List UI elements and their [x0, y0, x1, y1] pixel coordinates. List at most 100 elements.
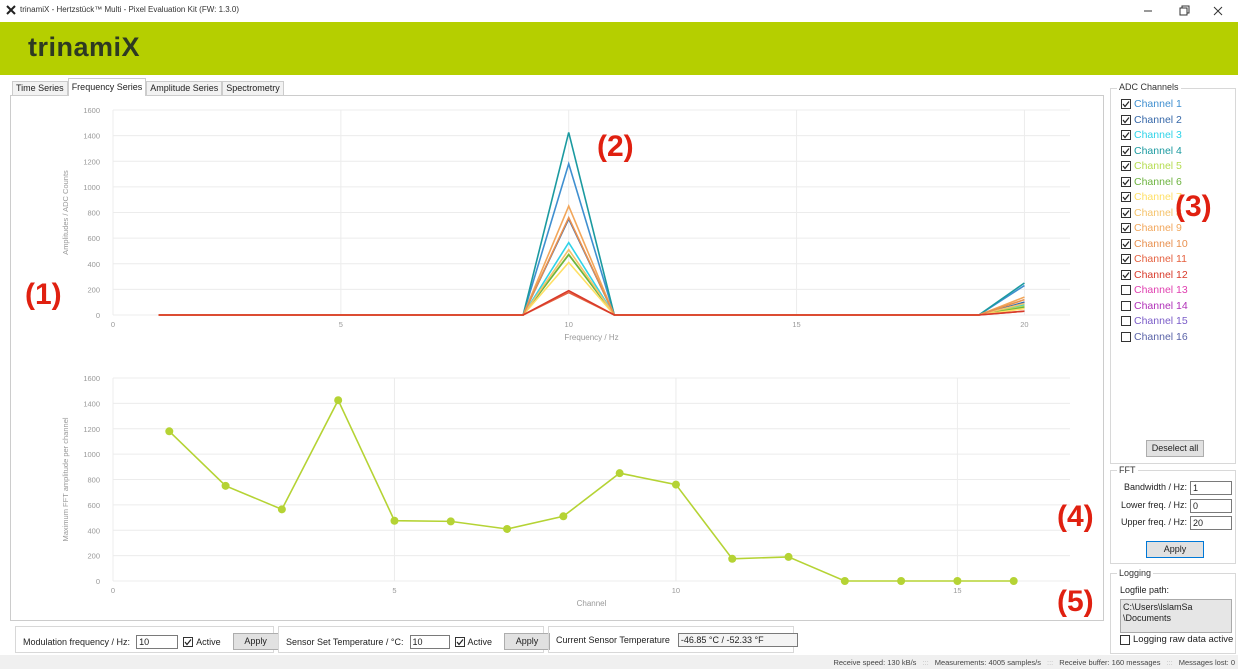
- channel-item[interactable]: Channel 5: [1121, 160, 1182, 172]
- logfile-path-box[interactable]: C:\Users\lslamSa \Documents: [1120, 599, 1232, 633]
- checkbox[interactable]: [183, 636, 194, 647]
- y-tick-label: 200: [87, 285, 100, 294]
- data-point: [390, 516, 399, 525]
- adc-channels-group: ADC Channels Channel 1 Channel 2 Channel 3…: [1110, 82, 1236, 464]
- channel-item[interactable]: Channel 8: [1121, 207, 1182, 219]
- checkbox[interactable]: [1121, 192, 1131, 202]
- window-controls[interactable]: [1140, 3, 1235, 19]
- tab[interactable]: Frequency Series: [67, 78, 147, 96]
- control-label: Modulation frequency / Hz:: [23, 636, 131, 647]
- checkbox[interactable]: [1121, 99, 1131, 109]
- apply-button[interactable]: Apply: [504, 633, 551, 650]
- y-tick-label: 1400: [83, 399, 100, 408]
- channel-item[interactable]: Channel 1: [1121, 98, 1182, 110]
- channel-label: Channel 11: [1134, 253, 1187, 265]
- deselect-all-button[interactable]: Deselect all: [1146, 440, 1204, 457]
- channel-label: Channel 7: [1134, 191, 1182, 203]
- checkbox[interactable]: [1121, 114, 1131, 125]
- channel-item[interactable]: Channel 9: [1121, 222, 1182, 234]
- data-point: [784, 552, 793, 561]
- channel-label: Channel 2: [1134, 113, 1182, 126]
- fft-group: FFT Bandwidth / Hz: 1 Lower freq. / Hz: 0 Up…: [1110, 465, 1236, 564]
- data-point: [728, 554, 737, 563]
- channel-item[interactable]: Channel 4: [1121, 145, 1182, 157]
- y-tick-label: 1600: [83, 374, 100, 383]
- checkbox[interactable]: [1121, 331, 1131, 342]
- y-tick-label: 1200: [83, 425, 100, 434]
- chart-panel: [10, 95, 1104, 621]
- checkmark: [1122, 101, 1130, 108]
- checkbox[interactable]: [1121, 161, 1131, 171]
- checkbox[interactable]: [1121, 223, 1131, 233]
- fft-apply-button[interactable]: Apply: [1146, 541, 1204, 558]
- checkbox-frame: [1121, 254, 1131, 264]
- checkmark: [1122, 240, 1130, 247]
- channel-item[interactable]: Channel 7: [1121, 191, 1182, 203]
- checkbox[interactable]: [1121, 130, 1131, 140]
- logging-checkbox-row[interactable]: Logging raw data active: [1120, 634, 1233, 645]
- y-tick-label: 600: [87, 501, 100, 510]
- data-point: [221, 481, 230, 490]
- y-tick-label: 1000: [83, 183, 100, 192]
- modulation-input[interactable]: 10: [136, 634, 179, 649]
- control-row: Current Sensor Temperature -46.85 °C / -…: [556, 633, 798, 647]
- channel-item[interactable]: Channel 12: [1121, 269, 1188, 281]
- channel-item[interactable]: Channel 3: [1121, 129, 1182, 141]
- channel-label: Channel 4: [1134, 144, 1182, 157]
- field-input[interactable]: 1: [1190, 481, 1232, 495]
- checkbox[interactable]: [1121, 285, 1131, 295]
- annotation: (4): [1057, 500, 1094, 533]
- checkbox-box: [1121, 269, 1131, 280]
- checkbox-box: [1121, 145, 1131, 156]
- channel-item[interactable]: Channel 16: [1121, 331, 1188, 343]
- tab[interactable]: Time Series: [12, 81, 68, 95]
- checkmark: [1122, 178, 1130, 185]
- channel-item[interactable]: Channel 11: [1121, 253, 1187, 265]
- temperature-input[interactable]: 10: [409, 634, 450, 649]
- apply-button[interactable]: Apply: [232, 633, 279, 650]
- data-point: [165, 427, 174, 436]
- field-input[interactable]: 0: [1190, 498, 1232, 513]
- checkbox[interactable]: [454, 636, 465, 647]
- channel-item[interactable]: Channel 2: [1121, 114, 1182, 126]
- checkbox[interactable]: [1121, 254, 1131, 264]
- data-point: [840, 577, 849, 585]
- checkmark: [1122, 132, 1130, 139]
- checkbox[interactable]: [1121, 176, 1131, 187]
- annotation: (1): [25, 278, 62, 311]
- field-input[interactable]: 20: [1190, 516, 1232, 530]
- checkbox[interactable]: [1121, 145, 1131, 156]
- y-axis-label: Amplitudes / ADC Counts: [61, 170, 70, 255]
- channel-item[interactable]: Channel 14: [1121, 300, 1188, 312]
- channel-label: Channel 6: [1134, 175, 1182, 188]
- checkbox-box: [1121, 300, 1131, 311]
- checkbox-box: [1121, 130, 1131, 140]
- checkbox-frame: [1121, 238, 1131, 249]
- tab[interactable]: Spectrometry: [222, 81, 284, 95]
- y-axis-label: Maximum FFT amplitude per channel: [61, 417, 70, 541]
- status-item: Receive buffer: 160 messages: [1059, 657, 1161, 667]
- checkbox[interactable]: [1120, 634, 1130, 645]
- checkmark: [1122, 271, 1130, 278]
- checkbox[interactable]: [1121, 238, 1131, 249]
- x-tick-label: 10: [672, 586, 680, 595]
- channel-item[interactable]: Channel 6: [1121, 176, 1182, 188]
- channel-item[interactable]: Channel 15: [1121, 315, 1188, 327]
- control-row: Modulation frequency / Hz: 10 Active App…: [23, 633, 279, 650]
- status-separator: :::: [1166, 657, 1173, 667]
- checkbox[interactable]: [1121, 300, 1131, 311]
- path-line: \Documents: [1123, 613, 1172, 623]
- checkbox[interactable]: [1121, 316, 1131, 326]
- channel-item[interactable]: Channel 10: [1121, 238, 1188, 250]
- checkmark: [184, 638, 192, 645]
- checkbox-frame: [1121, 192, 1131, 202]
- checkbox[interactable]: [1121, 207, 1131, 218]
- tab[interactable]: Amplitude Series: [146, 81, 223, 95]
- channel-label: Channel 3: [1134, 129, 1182, 141]
- checkmark: [456, 638, 463, 645]
- channel-label: Channel 14: [1134, 299, 1188, 312]
- status-separator: :::: [1047, 657, 1054, 667]
- checkbox[interactable]: [1121, 269, 1131, 280]
- channel-item[interactable]: Channel 13: [1121, 284, 1188, 296]
- channel-label: Channel 8: [1134, 206, 1182, 219]
